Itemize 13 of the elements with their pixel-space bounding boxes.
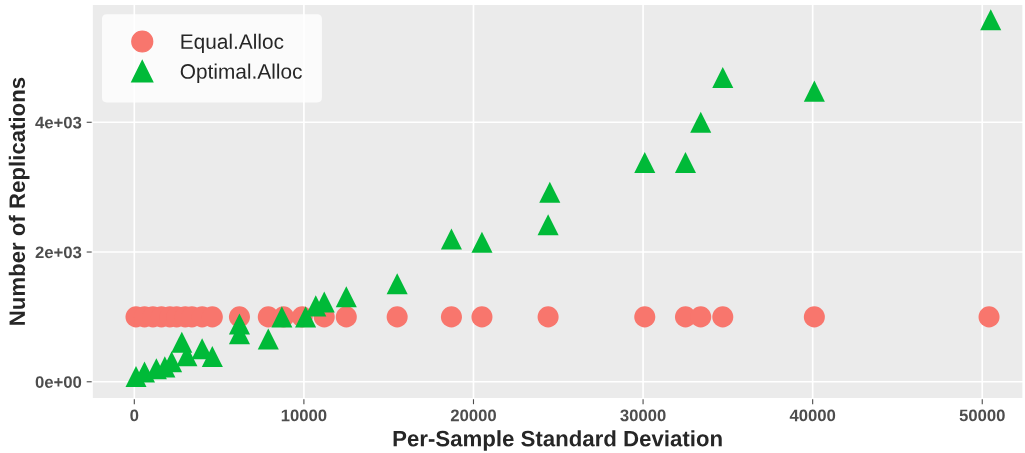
x-tick-label: 30000 xyxy=(620,409,666,422)
y-tick-label: 0e+00 xyxy=(35,376,82,388)
x-tick-label: 20000 xyxy=(450,409,496,422)
x-axis-title: Per-Sample Standard Deviation xyxy=(393,430,722,451)
y-tick-label: 4e+03 xyxy=(35,116,82,129)
x-tick-label: 10000 xyxy=(281,409,327,422)
y-tick-label: 2e+03 xyxy=(35,246,82,259)
x-tick-label: 50000 xyxy=(959,409,1005,422)
y-axis-title: Number of Replications xyxy=(8,77,30,325)
x-tick-label: 0 xyxy=(130,409,139,422)
legend-label: Optimal.Alloc xyxy=(180,63,302,83)
x-tick-label: 40000 xyxy=(789,409,836,422)
legend-label: Equal.Alloc xyxy=(181,33,284,54)
